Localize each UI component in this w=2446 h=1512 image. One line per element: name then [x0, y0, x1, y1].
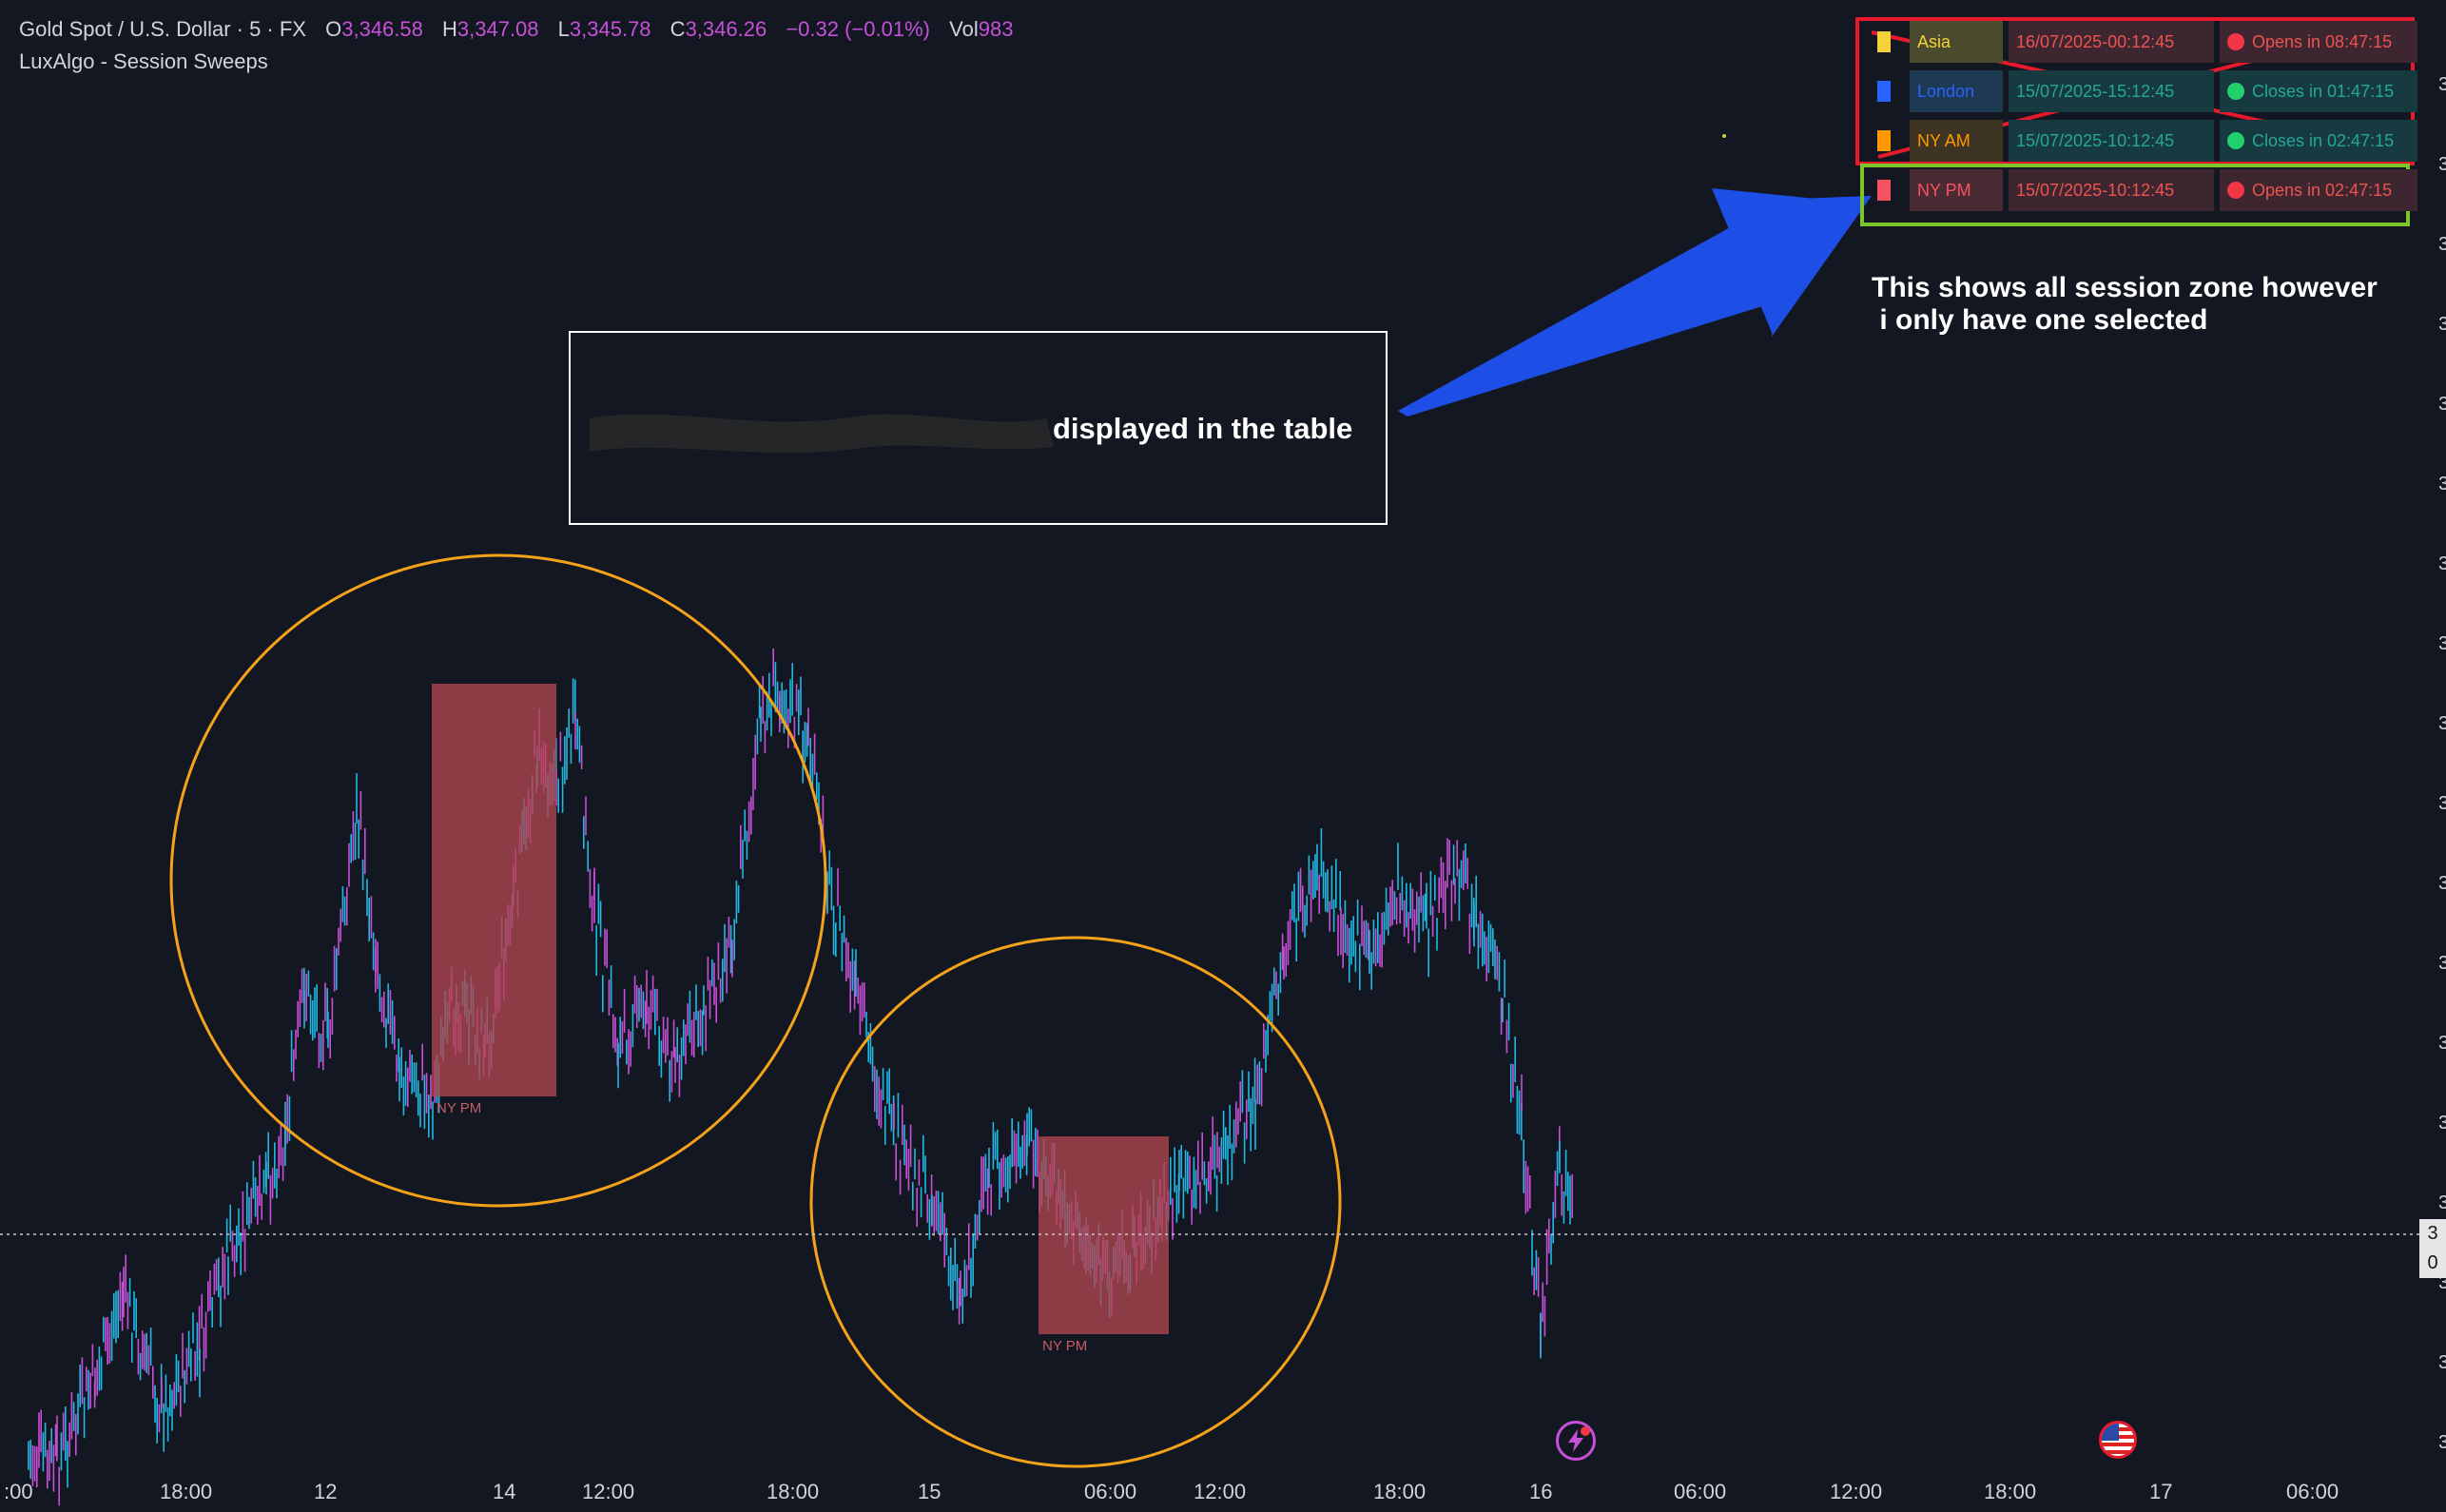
- price-tick-label: 3: [2438, 394, 2446, 415]
- status-dot-icon: [2227, 132, 2244, 149]
- callout-text-box: displayed in the table: [1053, 412, 1353, 445]
- price-tick-label: 3: [2438, 314, 2446, 335]
- time-tick-label: :00: [4, 1480, 33, 1503]
- session-status: Opens in 02:47:15: [2252, 181, 2393, 200]
- ohlc-row: Gold Spot / U.S. Dollar · 5 · FX O3,346.…: [19, 13, 1013, 46]
- low-label: L: [557, 17, 570, 41]
- session-name: NY AM: [1910, 120, 2003, 162]
- close-label: C: [670, 17, 686, 41]
- lightning-icon[interactable]: [1556, 1421, 1596, 1461]
- price-tick-label: 3: [2438, 1352, 2446, 1373]
- session-color-swatch: [1877, 130, 1891, 151]
- price-tick-label: 3: [2438, 713, 2446, 734]
- us-flag-icon[interactable]: [2099, 1421, 2137, 1459]
- time-tick-label: 18:00: [767, 1480, 820, 1503]
- open-label: O: [325, 17, 342, 41]
- symbol-label[interactable]: Gold Spot / U.S. Dollar · 5 · FX: [19, 17, 306, 41]
- session-zone-ny-pm-2: [1039, 1136, 1169, 1334]
- price-tick-label: 3: [2438, 154, 2446, 175]
- time-tick-label: 06:00: [1674, 1480, 1727, 1503]
- redacted-smudge: [590, 414, 1054, 454]
- session-color-swatch: [1877, 180, 1891, 201]
- price-tick-label: 3: [2438, 1192, 2446, 1213]
- status-dot-icon: [2227, 182, 2244, 199]
- price-tick-label: 3: [2438, 1272, 2446, 1293]
- time-tick-label: 12:00: [582, 1480, 635, 1503]
- session-label-1: NY PM: [437, 1100, 482, 1116]
- price-tick-label: 3: [2438, 873, 2446, 894]
- time-tick-label: 14: [493, 1480, 516, 1503]
- vol-value: 983: [978, 17, 1014, 41]
- time-tick-label: 12: [314, 1480, 338, 1503]
- session-time: 16/07/2025-00:12:45: [2009, 21, 2214, 63]
- session-time: 15/07/2025-10:12:45: [2009, 120, 2214, 162]
- price-tick-label: 3: [2438, 474, 2446, 494]
- session-row: London 15/07/2025-15:12:45 Closes in 01:47…: [1866, 70, 2417, 112]
- session-row: NY PM 15/07/2025-10:12:45 Opens in 02:47:1…: [1866, 169, 2417, 211]
- price-tick-label: 3: [2438, 553, 2446, 574]
- session-color-swatch: [1877, 31, 1891, 52]
- time-tick-label: 16: [1529, 1480, 1553, 1503]
- price-candles: [28, 648, 1573, 1506]
- open-value: 3,346.58: [341, 17, 423, 41]
- price-tag-line-2: 0: [2427, 1252, 2438, 1273]
- callout-text-right: This shows all session zone however i on…: [1872, 272, 2378, 336]
- session-row: NY AM 15/07/2025-10:12:45 Closes in 02:47:…: [1866, 120, 2417, 162]
- price-tick-label: 3: [2438, 953, 2446, 974]
- price-tick-label: 3: [2438, 633, 2446, 654]
- time-tick-label: 12:00: [1830, 1480, 1883, 1503]
- session-status: Opens in 08:47:15: [2252, 32, 2393, 51]
- session-status-cell: Closes in 01:47:15: [2220, 70, 2417, 112]
- session-time: 15/07/2025-10:12:45: [2009, 169, 2214, 211]
- small-yellow-dot: [1722, 134, 1726, 138]
- price-tick-label: 3: [2438, 793, 2446, 814]
- high-label: H: [442, 17, 457, 41]
- session-time: 15/07/2025-15:12:45: [2009, 70, 2214, 112]
- close-value: 3,346.26: [685, 17, 767, 41]
- time-tick-label: 18:00: [1984, 1480, 2037, 1503]
- time-tick-label: 06:00: [1084, 1480, 1137, 1503]
- session-zone-ny-pm-1: [432, 684, 556, 1096]
- blue-arrow-head: [1712, 188, 1864, 335]
- price-tick-label: 3: [2438, 1113, 2446, 1134]
- price-tick-label: 3: [2438, 1432, 2446, 1453]
- time-tick-label: 17: [2149, 1480, 2173, 1503]
- indicator-label[interactable]: LuxAlgo - Session Sweeps: [19, 49, 268, 73]
- price-tick-label: 3: [2438, 74, 2446, 95]
- price-tick-label: 3: [2438, 234, 2446, 255]
- time-tick-label: 06:00: [2286, 1480, 2339, 1503]
- session-name: NY PM: [1910, 169, 2003, 211]
- status-dot-icon: [2227, 33, 2244, 50]
- time-tick-label: 18:00: [1373, 1480, 1427, 1503]
- session-row: Asia 16/07/2025-00:12:45 Opens in 08:47:15: [1866, 21, 2417, 63]
- session-status: Closes in 02:47:15: [2252, 131, 2395, 150]
- session-color-swatch: [1877, 81, 1891, 102]
- time-tick-label: 15: [918, 1480, 942, 1503]
- price-tag-line-1: 3: [2427, 1223, 2438, 1244]
- session-name: Asia: [1910, 21, 2003, 63]
- price-tick-label: 3: [2438, 1033, 2446, 1054]
- highlight-circle-2: [809, 936, 1342, 1468]
- current-price-tag: 3 0: [2419, 1219, 2446, 1278]
- time-tick-label: 12:00: [1194, 1480, 1247, 1503]
- session-status-cell: Opens in 02:47:15: [2220, 169, 2417, 211]
- highlight-circle-1: [169, 553, 827, 1208]
- session-status-cell: Opens in 08:47:15: [2220, 21, 2417, 63]
- callout-box-outline: [569, 331, 1388, 525]
- status-dot-icon: [2227, 83, 2244, 100]
- vol-label: Vol: [949, 17, 979, 41]
- time-tick-label: 18:00: [160, 1480, 213, 1503]
- session-status: Closes in 01:47:15: [2252, 82, 2395, 101]
- session-status-cell: Closes in 02:47:15: [2220, 120, 2417, 162]
- change-value: −0.32 (−0.01%): [786, 17, 930, 41]
- session-label-2: NY PM: [1042, 1338, 1088, 1354]
- session-name: London: [1910, 70, 2003, 112]
- chart-legend: Gold Spot / U.S. Dollar · 5 · FX O3,346.…: [19, 13, 1013, 78]
- low-value: 3,345.78: [569, 17, 651, 41]
- high-value: 3,347.08: [456, 17, 539, 41]
